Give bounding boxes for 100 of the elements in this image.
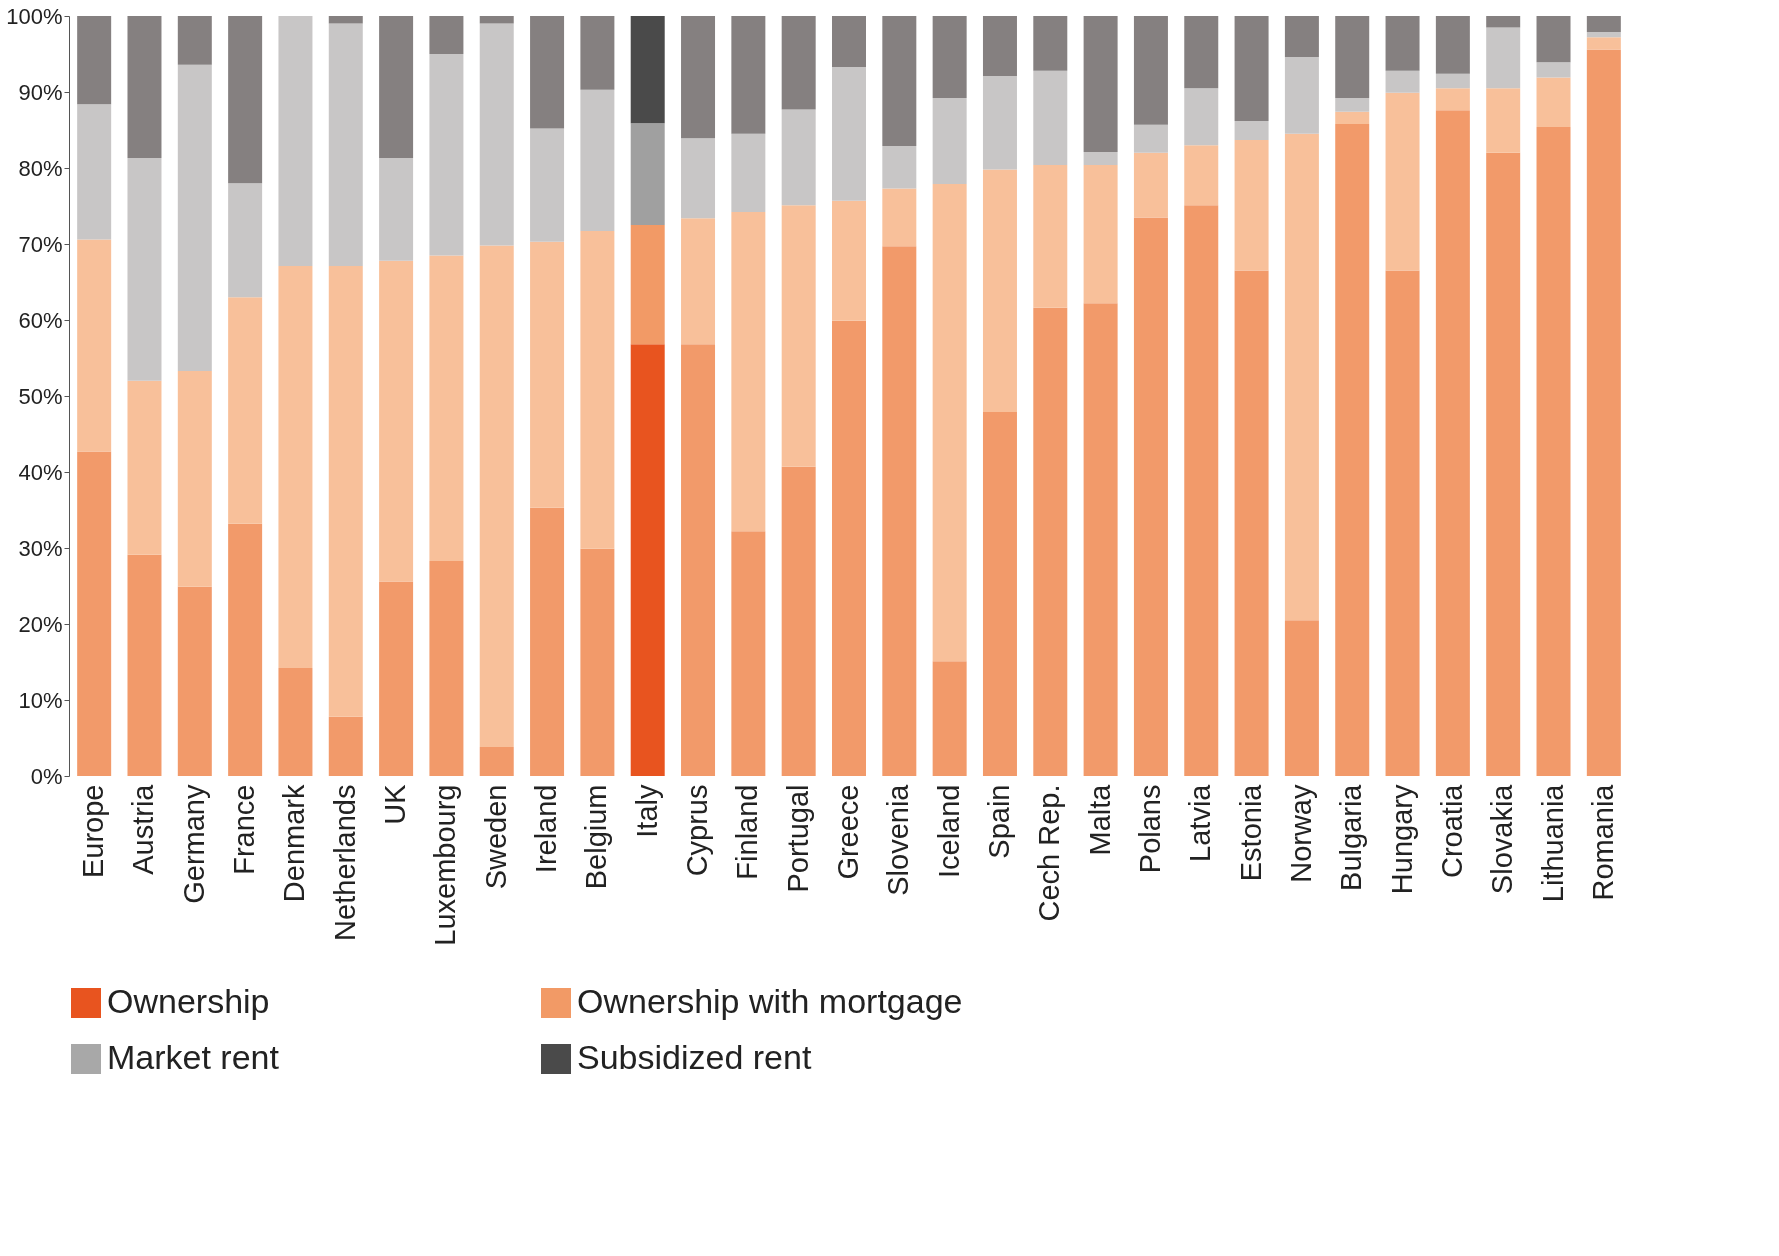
bar <box>580 548 615 776</box>
bar <box>379 260 414 582</box>
bar <box>278 266 313 669</box>
bar <box>1435 110 1470 776</box>
bar <box>781 466 816 776</box>
bar <box>1234 16 1269 121</box>
x-tick-label: Europe <box>77 784 110 879</box>
bar <box>429 560 464 776</box>
bar <box>1486 88 1521 153</box>
bar <box>228 16 263 184</box>
bar <box>1033 164 1068 308</box>
bar <box>1033 307 1068 776</box>
bar <box>1536 126 1571 776</box>
x-tick-label: France <box>228 784 261 875</box>
bar <box>1385 270 1420 776</box>
bar <box>429 54 464 256</box>
bar <box>1486 152 1521 776</box>
bar <box>1536 77 1571 127</box>
bar <box>1385 70 1420 93</box>
bar <box>1335 123 1370 776</box>
bar <box>1586 31 1621 38</box>
x-tick-label: Austria <box>127 783 160 875</box>
x-tick-label: Slovenia <box>882 783 915 896</box>
y-tick-label: 50% <box>18 383 63 409</box>
bar <box>1133 152 1168 218</box>
bar <box>832 16 866 67</box>
bar <box>127 554 162 776</box>
bar <box>530 507 565 776</box>
bar <box>1133 217 1168 776</box>
bar <box>781 109 816 206</box>
bar <box>630 16 665 124</box>
x-tick-label: Cyprus <box>681 784 714 877</box>
x-tick-label: Malta <box>1083 783 1116 856</box>
bar <box>177 64 212 371</box>
x-tick-label: Cech Rep. <box>1033 784 1066 922</box>
bar <box>1083 164 1118 304</box>
bar <box>1284 57 1319 134</box>
x-tick-label: Luxembourg <box>429 784 462 946</box>
y-tick-label: 30% <box>18 535 63 561</box>
bar <box>228 297 263 524</box>
legend-label: Ownership <box>107 982 270 1020</box>
x-tick-label: Italy <box>630 784 663 838</box>
legend-label: Market rent <box>107 1038 280 1076</box>
bar <box>228 183 263 298</box>
x-tick-label: Romania <box>1586 783 1619 901</box>
bar <box>328 16 363 24</box>
bar <box>1284 620 1319 776</box>
bar <box>932 183 967 662</box>
bar <box>379 581 414 776</box>
bar <box>479 23 514 246</box>
bar <box>429 255 464 561</box>
bar <box>882 145 917 189</box>
bar <box>379 158 414 261</box>
x-tick-label: Croatia <box>1435 783 1468 878</box>
x-tick-label: Lithuania <box>1536 783 1569 903</box>
bar <box>530 16 565 129</box>
bar <box>1234 120 1269 140</box>
bar <box>580 231 615 549</box>
bar <box>1284 133 1319 621</box>
x-tick-label: Finland <box>731 784 764 880</box>
bar <box>1435 73 1470 89</box>
bar <box>580 16 615 90</box>
bar <box>781 205 816 467</box>
x-tick-label: Ireland <box>530 784 563 874</box>
y-tick-label: 90% <box>18 79 63 105</box>
x-tick-label: UK <box>379 783 412 825</box>
bar <box>479 16 514 24</box>
bar <box>731 531 766 776</box>
bar <box>1586 16 1621 32</box>
x-tick-label: Germany <box>177 784 210 904</box>
bar <box>278 16 313 267</box>
bar <box>1486 16 1521 28</box>
bar <box>1435 16 1470 74</box>
bar <box>681 218 716 345</box>
bar <box>479 245 514 748</box>
bar <box>1184 88 1219 146</box>
bar <box>982 16 1017 77</box>
bar <box>1335 16 1370 99</box>
bar <box>1536 62 1571 78</box>
bar <box>1486 27 1521 89</box>
x-tick-label: Belgium <box>580 784 613 890</box>
x-tick-label: Slovakia <box>1486 783 1519 895</box>
x-tick-label: Hungary <box>1385 784 1418 895</box>
bar <box>1033 16 1068 71</box>
bar <box>882 246 917 776</box>
bar <box>832 66 866 201</box>
x-tick-label: Polans <box>1133 784 1166 874</box>
y-tick-label: 40% <box>18 459 63 485</box>
bar <box>1083 16 1118 153</box>
bar <box>1133 16 1168 125</box>
bar <box>1184 16 1219 89</box>
bar <box>882 16 917 146</box>
x-tick-label: Bulgaria <box>1335 783 1368 891</box>
bar <box>1284 16 1319 58</box>
bar <box>630 123 665 225</box>
bar <box>1083 152 1118 165</box>
bar <box>681 138 716 219</box>
bar <box>1586 49 1621 776</box>
bar <box>1234 270 1269 776</box>
bar <box>982 76 1017 170</box>
